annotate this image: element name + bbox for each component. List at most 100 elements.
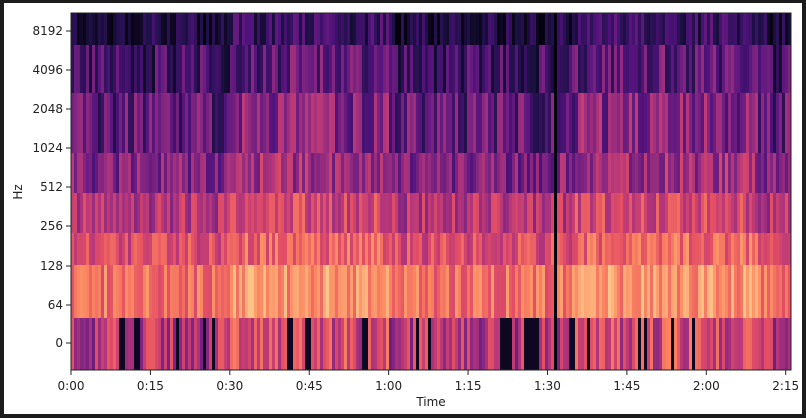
spectrogram-cell [602, 153, 606, 193]
spectrogram-cell [380, 233, 384, 265]
spectrogram-cell [320, 193, 324, 233]
spectrogram-cell [614, 318, 618, 370]
spectrogram-cell [434, 13, 438, 45]
spectrogram-cell [377, 265, 381, 318]
time-column [83, 13, 87, 370]
spectrogram-cell [161, 265, 165, 318]
spectrogram-cell [728, 93, 732, 153]
spectrogram-cell [773, 13, 777, 45]
spectrogram-cell [491, 265, 495, 318]
spectrogram-cell [767, 153, 771, 193]
spectrogram-cell [326, 153, 330, 193]
time-column [149, 13, 153, 370]
spectrogram-cell [314, 45, 318, 93]
spectrogram-cell [269, 193, 273, 233]
spectrogram-cell [227, 45, 231, 93]
time-column [725, 13, 729, 370]
spectrogram-cell [335, 45, 339, 93]
spectrogram-cell [329, 233, 333, 265]
spectrogram-cell [566, 193, 570, 233]
spectrogram-cell [311, 318, 315, 370]
spectrogram-cell [302, 153, 306, 193]
time-column [584, 13, 588, 370]
spectrogram-cell [767, 13, 771, 45]
spectrogram-cell [785, 318, 789, 370]
spectrogram-cell [200, 93, 204, 153]
spectrogram-cell [209, 93, 213, 153]
spectrogram-cell [185, 93, 189, 153]
spectrogram-cell [671, 233, 675, 265]
spectrogram-cell [167, 193, 171, 233]
spectrogram-cell [248, 93, 252, 153]
spectrogram-cell [749, 265, 753, 318]
spectrogram-cell [206, 13, 210, 45]
spectrogram-cell [542, 318, 546, 370]
spectrogram-cell [158, 193, 162, 233]
spectrogram-cell [638, 13, 642, 45]
spectrogram-cell [488, 13, 492, 45]
spectrogram-cell [422, 265, 426, 318]
spectrogram-cell [413, 45, 417, 93]
spectrogram-cell [407, 45, 411, 93]
spectrogram-cell [701, 265, 705, 318]
spectrogram-cell [266, 193, 270, 233]
spectrogram-cell [446, 13, 450, 45]
time-column [305, 13, 309, 370]
spectrogram-cell [230, 318, 234, 370]
spectrogram-cell [683, 153, 687, 193]
spectrogram-cell [128, 193, 132, 233]
spectrogram-cell [578, 318, 582, 370]
spectrogram-cell [509, 193, 513, 233]
spectrogram-cell [476, 13, 480, 45]
spectrogram-cell [233, 233, 237, 265]
spectrogram-cell [503, 265, 507, 318]
spectrogram-cell [452, 93, 456, 153]
spectrogram-cell [335, 193, 339, 233]
spectrogram-cell [359, 45, 363, 93]
spectrogram-cell [386, 13, 390, 45]
spectrogram-cell [104, 193, 108, 233]
spectrogram-cell [704, 318, 708, 370]
spectrogram-cell [170, 233, 174, 265]
spectrogram-cell [212, 93, 216, 153]
spectrogram-cell [104, 45, 108, 93]
spectrogram-cell [152, 45, 156, 93]
time-column [608, 13, 612, 370]
spectrogram-cell [407, 93, 411, 153]
spectrogram-cell [134, 45, 138, 93]
spectrogram-cell [428, 265, 432, 318]
spectrogram-cell [287, 265, 291, 318]
spectrogram-cell [230, 233, 234, 265]
spectrogram-cell [611, 93, 615, 153]
spectrogram-cell [776, 45, 780, 93]
spectrogram-cell [470, 153, 474, 193]
time-column [788, 13, 792, 370]
spectrogram-cell [257, 93, 261, 153]
time-column [74, 13, 78, 370]
spectrogram-cell [641, 153, 645, 193]
time-column [161, 13, 165, 370]
spectrogram-cell [770, 93, 774, 153]
spectrogram-cell [128, 233, 132, 265]
spectrogram-cell [293, 13, 297, 45]
spectrogram-cell [629, 233, 633, 265]
spectrogram-cell [710, 93, 714, 153]
spectrogram-cell [401, 193, 405, 233]
spectrogram-cell [767, 93, 771, 153]
spectrogram-cell [776, 153, 780, 193]
spectrogram-cell [737, 45, 741, 93]
spectrogram-cell [239, 233, 243, 265]
spectrogram-cell [662, 318, 666, 370]
time-column [782, 13, 786, 370]
spectrogram-cell [299, 153, 303, 193]
spectrogram-cell [476, 233, 480, 265]
spectrogram-cell [296, 318, 300, 370]
spectrogram-cell [290, 193, 294, 233]
spectrogram-cell [335, 265, 339, 318]
spectrogram-cell [521, 13, 525, 45]
time-column [209, 13, 213, 370]
spectrogram-cell [194, 13, 198, 45]
spectrogram-cell [353, 13, 357, 45]
spectrogram-cell [635, 318, 639, 370]
spectrogram-cell [740, 153, 744, 193]
